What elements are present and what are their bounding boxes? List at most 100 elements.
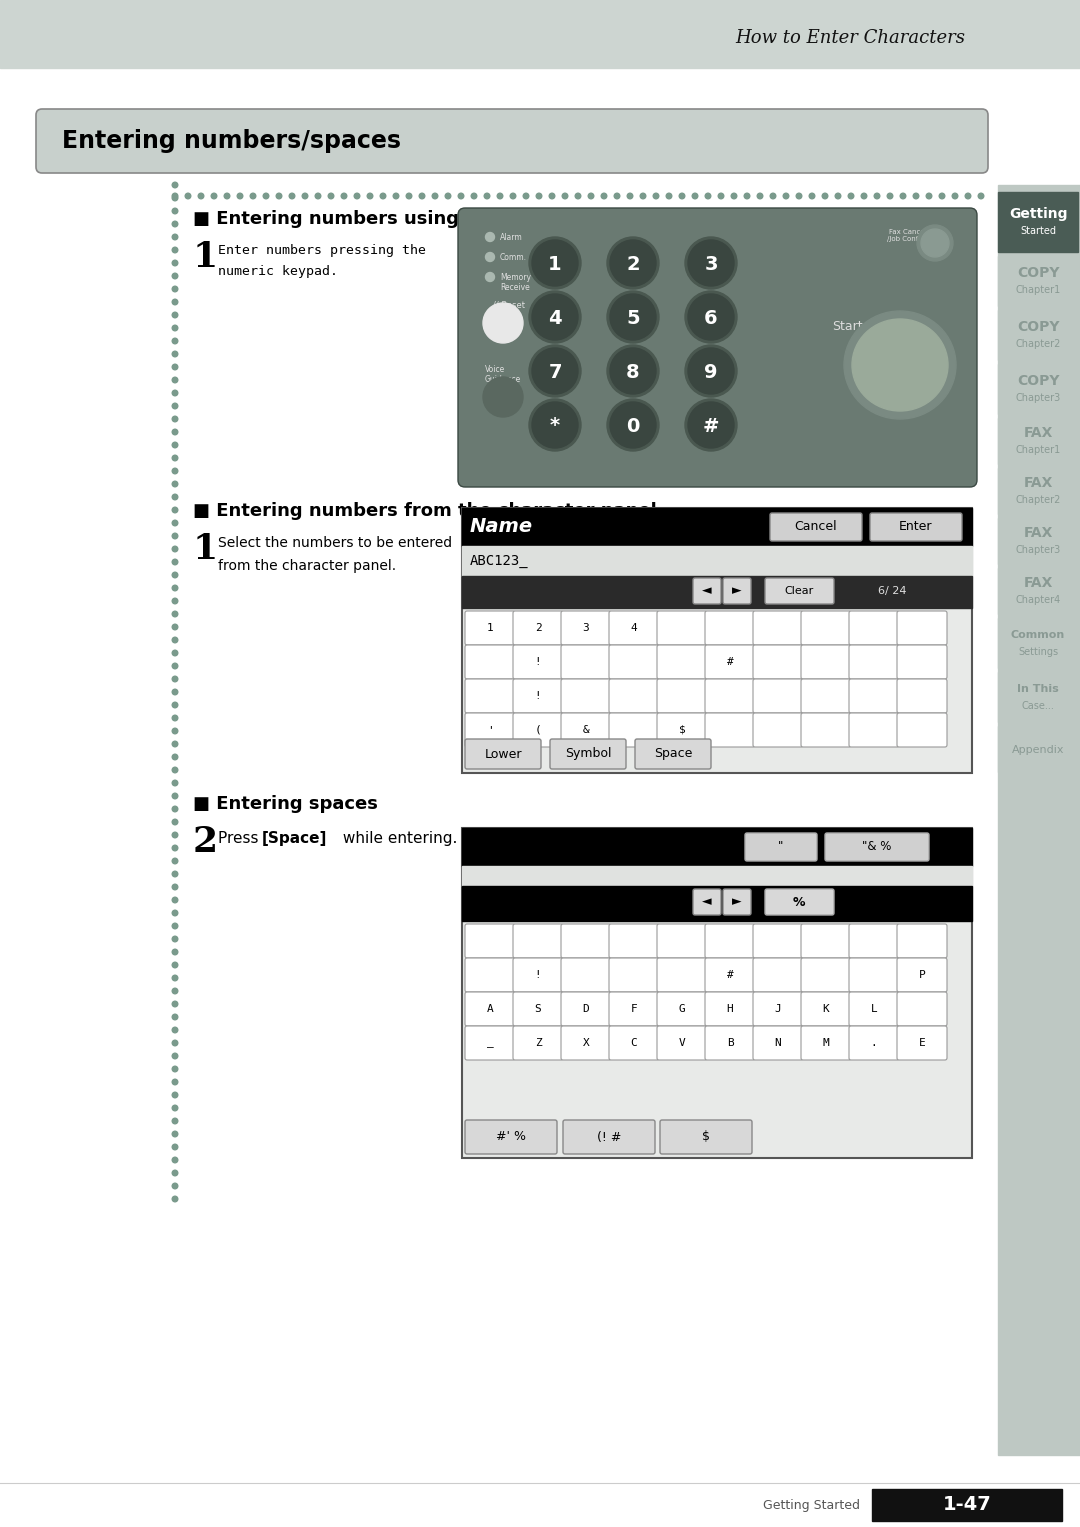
FancyBboxPatch shape <box>705 644 755 680</box>
Circle shape <box>172 234 178 240</box>
FancyBboxPatch shape <box>705 993 755 1026</box>
Circle shape <box>917 224 953 261</box>
FancyBboxPatch shape <box>609 680 659 713</box>
Circle shape <box>172 443 178 447</box>
Circle shape <box>172 312 178 318</box>
Text: COPY: COPY <box>1016 374 1059 388</box>
Text: Appendix: Appendix <box>1012 745 1064 754</box>
Circle shape <box>172 599 178 603</box>
Text: Memory: Memory <box>500 272 531 281</box>
FancyBboxPatch shape <box>609 644 659 680</box>
Text: 6: 6 <box>704 308 718 327</box>
Circle shape <box>354 194 360 199</box>
Circle shape <box>529 237 581 289</box>
Text: $: $ <box>678 725 686 734</box>
Text: K: K <box>823 1003 829 1014</box>
FancyBboxPatch shape <box>693 889 721 915</box>
Circle shape <box>289 194 295 199</box>
Circle shape <box>172 417 178 421</box>
Circle shape <box>172 247 178 253</box>
FancyBboxPatch shape <box>705 957 755 993</box>
FancyBboxPatch shape <box>657 957 707 993</box>
Text: Enter numbers pressing the
numeric keypad.: Enter numbers pressing the numeric keypa… <box>218 244 426 278</box>
Text: Entering numbers/spaces: Entering numbers/spaces <box>62 128 401 153</box>
FancyBboxPatch shape <box>561 644 611 680</box>
Text: 3: 3 <box>704 255 718 273</box>
FancyBboxPatch shape <box>465 611 515 644</box>
Circle shape <box>172 1106 178 1110</box>
Circle shape <box>835 194 841 199</box>
Circle shape <box>685 345 737 397</box>
Circle shape <box>172 858 178 864</box>
Circle shape <box>172 391 178 395</box>
Bar <box>998 418 1078 464</box>
FancyBboxPatch shape <box>897 957 947 993</box>
Circle shape <box>953 194 958 199</box>
Circle shape <box>640 194 646 199</box>
Bar <box>998 618 1078 667</box>
Text: 3: 3 <box>582 623 590 634</box>
Bar <box>998 310 1078 360</box>
Text: P: P <box>919 970 926 980</box>
FancyBboxPatch shape <box>693 579 721 605</box>
Text: F: F <box>631 1003 637 1014</box>
Circle shape <box>172 481 178 487</box>
Circle shape <box>172 455 178 461</box>
FancyBboxPatch shape <box>657 644 707 680</box>
Text: Clear: Clear <box>784 586 813 596</box>
FancyBboxPatch shape <box>849 957 899 993</box>
Circle shape <box>172 806 178 812</box>
Circle shape <box>653 194 659 199</box>
FancyBboxPatch shape <box>705 924 755 957</box>
Circle shape <box>172 741 178 747</box>
Text: COPY: COPY <box>1016 266 1059 279</box>
Text: $: $ <box>702 1130 710 1144</box>
Circle shape <box>172 728 178 734</box>
Circle shape <box>264 194 269 199</box>
Circle shape <box>688 402 734 447</box>
FancyBboxPatch shape <box>561 1026 611 1060</box>
Circle shape <box>172 651 178 655</box>
Text: Space: Space <box>653 748 692 760</box>
FancyBboxPatch shape <box>753 644 804 680</box>
Circle shape <box>172 495 178 499</box>
Circle shape <box>607 399 659 450</box>
Circle shape <box>536 194 542 199</box>
Circle shape <box>172 1066 178 1072</box>
Text: _: _ <box>487 1038 494 1048</box>
Circle shape <box>523 194 529 199</box>
Circle shape <box>688 295 734 341</box>
Circle shape <box>185 194 191 199</box>
Circle shape <box>172 195 178 200</box>
Text: 0: 0 <box>626 417 639 435</box>
Text: ": " <box>779 840 784 854</box>
FancyBboxPatch shape <box>465 644 515 680</box>
Circle shape <box>172 403 178 409</box>
Circle shape <box>679 194 685 199</box>
Text: V: V <box>678 1038 686 1048</box>
Text: Chapter3: Chapter3 <box>1015 545 1061 554</box>
Text: Settings: Settings <box>1018 647 1058 657</box>
Circle shape <box>529 399 581 450</box>
Circle shape <box>172 702 178 709</box>
Text: 4: 4 <box>631 623 637 634</box>
Text: #: # <box>727 657 733 667</box>
Circle shape <box>589 194 594 199</box>
Text: #' %: #' % <box>496 1130 526 1144</box>
Circle shape <box>172 754 178 760</box>
FancyBboxPatch shape <box>801 993 851 1026</box>
FancyBboxPatch shape <box>609 611 659 644</box>
Ellipse shape <box>843 312 956 418</box>
Text: Comm.: Comm. <box>500 252 527 261</box>
Circle shape <box>445 194 450 199</box>
Circle shape <box>610 402 656 447</box>
Circle shape <box>172 1132 178 1136</box>
FancyBboxPatch shape <box>609 957 659 993</box>
FancyBboxPatch shape <box>657 611 707 644</box>
Circle shape <box>966 194 971 199</box>
Text: 4: 4 <box>549 308 562 327</box>
Circle shape <box>607 237 659 289</box>
Text: &: & <box>582 725 590 734</box>
Circle shape <box>486 232 495 241</box>
FancyBboxPatch shape <box>753 1026 804 1060</box>
